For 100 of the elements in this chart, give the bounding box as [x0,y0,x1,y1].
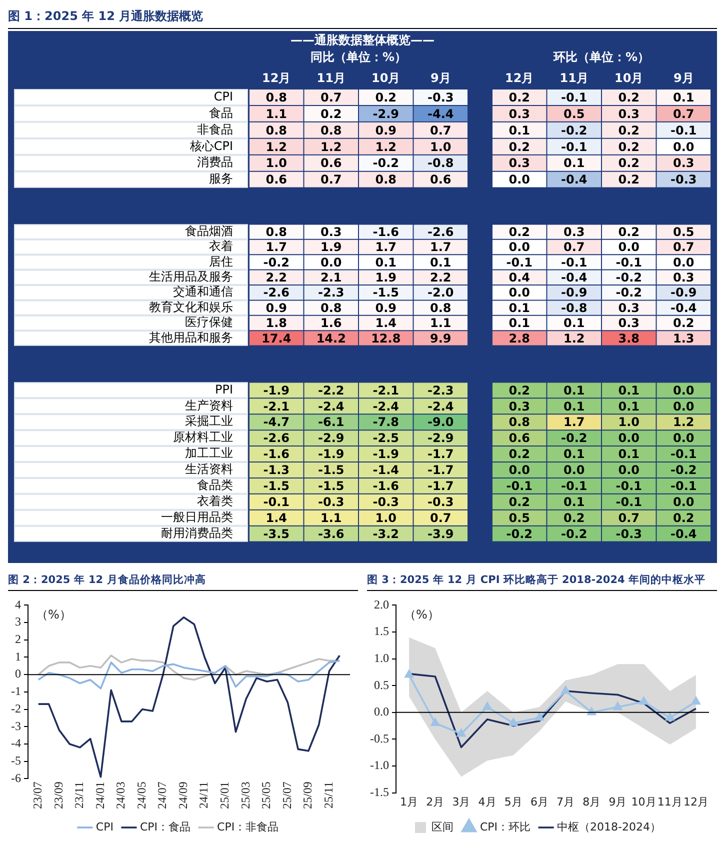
chart-title: 图 3：2025 年 12 月 CPI 环比略高于 2018-2024 年间的中枢水平 [367,573,717,591]
data-label: -0.1 [561,479,588,494]
data-label: 0.1 [430,255,452,270]
data-label: -0.9 [561,286,588,300]
data-label: -0.8 [428,156,454,170]
data-label: -2.2 [318,383,344,398]
data-label: 0.6 [266,172,288,187]
x-tick-label: 25/07 [280,782,294,810]
data-label: -0.4 [561,172,588,187]
data-label: -1.5 [318,479,344,494]
y-tick-label: 0.5 [374,678,389,692]
point [482,702,492,710]
data-label: 1.1 [266,106,288,121]
y-tick-label: 1 [14,649,21,664]
data-label: 1.1 [320,510,342,525]
data-label: -0.1 [616,495,642,510]
data-label: -6.1 [318,415,344,430]
x-tick-label: 4月 [478,795,496,808]
x-tick-label: 10月 [631,795,656,808]
y-tick-label: 居住 [209,254,233,268]
legend-label: 区间 [431,820,454,834]
data-label: 0.0 [508,286,530,300]
data-label: 1.6 [320,316,342,330]
data-label: -2.1 [372,383,399,398]
data-label: 0.0 [672,399,694,414]
chart-title: 图 2：2025 年 12 月食品价格同比冲高 [8,573,358,591]
y-tick-label: -1 [10,684,21,698]
data-label: 0.2 [508,90,530,104]
y-tick-label: 2.0 [374,597,389,612]
data-label: 1.2 [266,140,288,154]
data-label: 0.3 [320,224,342,239]
y-tick-label: 4 [14,597,21,612]
data-label: -0.1 [670,447,697,462]
data-label: 0.2 [618,156,640,170]
y-tick-label: 医疗保健 [185,315,233,330]
y-tick-label: 衣着类 [197,494,233,508]
x-tick-label: 12月 [505,71,534,86]
data-label: 0.2 [672,510,694,525]
y-tick-label: 食品 [209,106,233,120]
data-label: -0.1 [616,255,642,270]
data-label: 0.8 [508,415,530,430]
data-label: 0.3 [618,316,640,330]
data-label: 0.7 [320,90,342,104]
data-label: -0.1 [616,479,642,494]
data-label: 3.8 [618,331,640,346]
y-tick-label: 衣着 [209,239,233,254]
data-label: -0.1 [561,90,588,104]
data-label: 0.5 [672,224,694,239]
data-label: -1.9 [318,447,344,462]
data-label: 0.2 [508,224,530,239]
data-label: -7.8 [372,415,399,430]
data-label: -1.6 [263,447,290,462]
y-tick-label: -5 [10,753,21,768]
x-tick-label: 24/11 [196,782,211,809]
text: 环比（单位：%） [552,50,650,64]
y-tick-label: -2 [10,701,21,716]
data-label: 0.7 [672,106,694,121]
y-tick-label: -3 [10,718,21,733]
data-label: 0.0 [618,431,640,446]
data-label: 0.0 [672,383,694,398]
y-tick-label: 采掘工业 [185,414,233,428]
y-tick-label: -6 [10,770,21,785]
y-tick-label: -1.0 [370,758,389,772]
data-label: 0.3 [508,399,530,414]
data-label: -0.3 [616,526,642,541]
data-label: 1.7 [266,240,288,254]
data-label: -2.1 [263,399,290,414]
point [666,712,674,721]
data-label: -2.9 [428,431,454,446]
x-tick-label: 25/05 [259,782,274,810]
data-label: 0.2 [508,447,530,462]
data-label: -3.9 [428,526,454,541]
y-tick-label: 生活资料 [185,462,233,476]
y-tick-label: 交通和通信 [173,284,233,299]
data-label: -2.9 [318,431,344,446]
data-label: -2.6 [263,286,290,300]
data-label: -1.7 [428,479,454,494]
data-label: 0.2 [563,510,585,525]
data-label: -0.2 [561,526,588,541]
x-tick-label: 24/09 [176,782,190,810]
data-label: 0.2 [618,140,640,154]
data-label: 1.7 [430,240,452,254]
data-label: 0.9 [375,123,397,138]
data-label: -2.9 [372,106,399,121]
y-tick-label: 一般日用品类 [161,510,233,524]
data-label: -0.1 [670,479,697,494]
x-tick-label: 2月 [426,795,444,808]
data-label: -0.1 [561,255,588,270]
data-label: -0.9 [670,286,697,300]
x-tick-label: 10月 [614,71,644,86]
data-label: 0.0 [672,495,694,510]
data-label: 0.1 [563,316,585,330]
data-label: -3.5 [263,526,290,541]
data-label: -2.0 [428,286,454,300]
data-label: 1.4 [266,510,288,525]
data-label: 0.8 [430,300,452,315]
data-label: 0.4 [508,270,530,285]
y-tick-label: -4 [10,736,21,750]
y-tick-label: 服务 [209,172,233,186]
data-label: -0.2 [561,431,588,446]
